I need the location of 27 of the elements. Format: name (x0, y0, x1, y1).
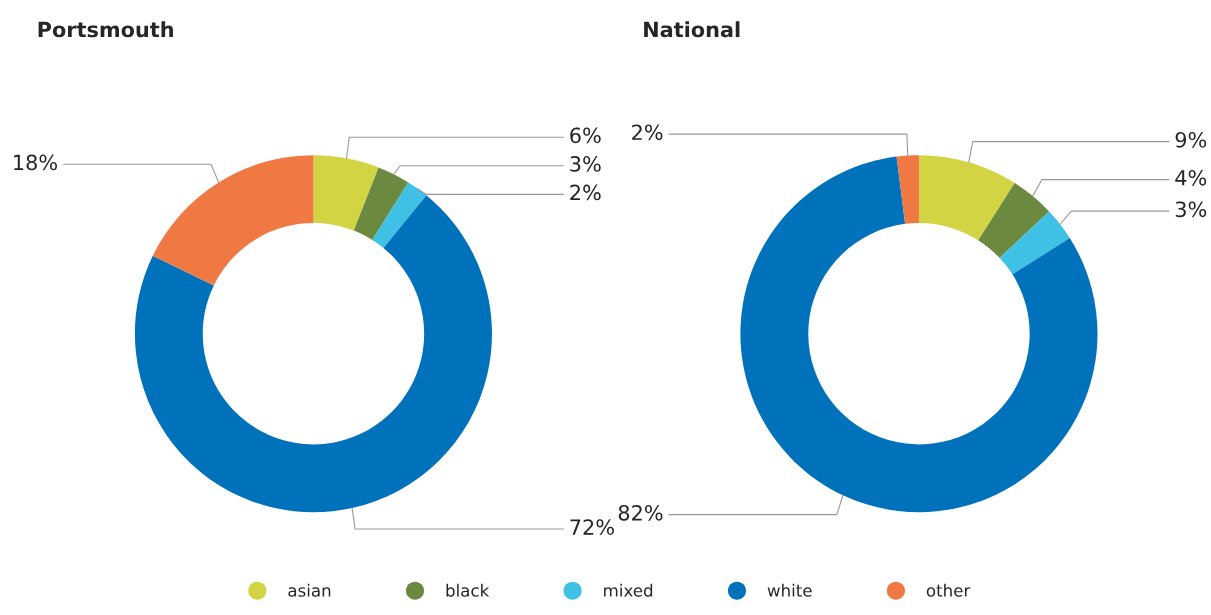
legend-label: black (446, 583, 490, 597)
legend-label: mixed (604, 583, 653, 597)
data-label: 3% (570, 156, 601, 172)
donut-slice (372, 182, 427, 248)
donut-slice (740, 156, 1098, 513)
legend-label: white (767, 583, 812, 597)
data-label: 6% (570, 127, 601, 144)
legend-label: other (926, 583, 971, 597)
data-label: 2% (632, 124, 663, 141)
legend-label: asian (288, 583, 331, 597)
donut-slice (152, 155, 314, 286)
chart-title: National (644, 21, 740, 38)
data-label: 72% (570, 519, 614, 535)
donut-slice (918, 155, 1015, 241)
data-label: 3% (1175, 201, 1207, 218)
data-label: 4% (1175, 169, 1207, 186)
chart-title: Portsmouth (38, 21, 173, 38)
data-label: 18% (14, 154, 57, 171)
donut-slice (353, 167, 409, 240)
data-label: 82% (618, 504, 663, 521)
donut-slice (313, 155, 379, 231)
donut-slice (896, 155, 919, 224)
donut-slice (134, 195, 493, 513)
data-label: 9% (1175, 131, 1207, 148)
donut-slice (978, 182, 1050, 258)
data-label: 2% (570, 184, 601, 201)
donut-slice (999, 211, 1070, 275)
